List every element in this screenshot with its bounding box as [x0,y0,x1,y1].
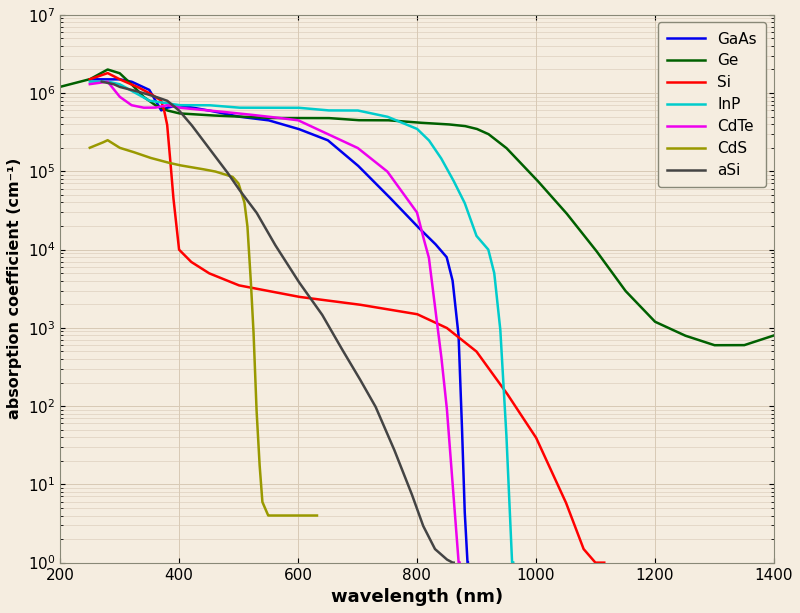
GaAs [306,130,316,137]
aSi [394,457,403,465]
aSi [108,80,118,88]
InP [507,559,517,566]
CdS [260,503,270,511]
Si [85,75,94,83]
Si [278,290,287,297]
Ge [597,254,606,262]
GaAs [463,559,473,566]
Ge [527,171,537,178]
aSi [209,150,218,158]
InP [509,559,518,566]
Si [103,69,113,77]
CdS [103,137,113,144]
GaAs [334,146,343,153]
aSi [417,517,426,524]
InP [85,78,94,85]
CdTe [310,124,319,131]
GaAs [85,75,94,83]
CdTe [134,103,143,110]
Ge [490,135,500,143]
InP [425,138,434,145]
X-axis label: wavelength (nm): wavelength (nm) [331,588,503,606]
CdTe [455,559,465,566]
Line: CdS: CdS [90,140,317,516]
Line: GaAs: GaAs [90,79,468,563]
Ge [55,83,65,91]
CdTe [153,104,162,111]
Legend: GaAs, Ge, Si, InP, CdTe, CdS, aSi: GaAs, Ge, Si, InP, CdTe, CdS, aSi [658,23,766,187]
InP [182,102,191,109]
GaAs [462,559,472,566]
Si [534,440,543,447]
aSi [366,394,375,402]
InP [182,102,191,109]
CdS [263,512,273,519]
aSi [448,559,458,566]
CdTe [102,78,112,85]
Line: Ge: Ge [60,69,786,345]
CdTe [141,104,150,112]
aSi [97,78,106,85]
GaAs [448,281,458,288]
Si [590,559,600,566]
Ge [103,66,113,73]
Y-axis label: absorption coefficient (cm⁻¹): absorption coefficient (cm⁻¹) [7,158,22,419]
Ge [333,115,342,123]
InP [262,104,271,112]
CdTe [454,559,463,566]
GaAs [103,75,113,83]
CdS [304,512,314,519]
InP [131,89,141,97]
Line: CdTe: CdTe [90,82,460,563]
GaAs [222,110,232,118]
Line: aSi: aSi [102,82,454,563]
Si [490,373,499,380]
CdS [106,139,115,146]
CdTe [441,391,450,398]
InP [122,85,131,92]
aSi [449,559,458,566]
Ge [781,332,790,339]
CdS [85,144,94,151]
Si [574,534,584,541]
CdS [90,142,99,150]
Si [337,299,346,306]
GaAs [353,161,362,169]
Line: Si: Si [90,73,604,563]
Ge [187,110,197,118]
Ge [710,341,719,349]
Si [599,559,609,566]
Ge [652,319,662,326]
CdS [160,158,170,166]
CdS [312,512,322,519]
aSi [139,89,149,97]
Si [126,80,136,88]
Line: InP: InP [90,82,514,563]
CdS [252,407,262,414]
CdTe [85,80,94,88]
CdTe [188,105,198,113]
